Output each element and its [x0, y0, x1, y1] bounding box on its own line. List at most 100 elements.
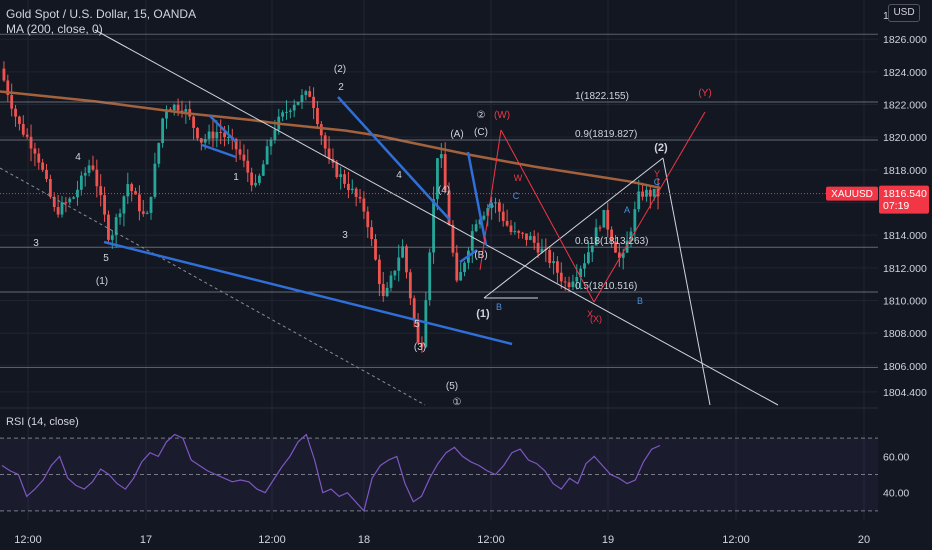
candle-body	[288, 110, 292, 112]
candle-body	[304, 91, 308, 96]
candle-body	[447, 190, 451, 225]
symbol-tag-text: XAUUSD	[831, 189, 873, 200]
wave-label-white-18: (1)	[476, 308, 490, 320]
candle-body	[138, 194, 141, 212]
chart-title: Gold Spot / U.S. Dollar, 15, OANDA	[6, 7, 197, 21]
price-tick-0: 1826.000	[883, 34, 927, 46]
candle-body	[207, 131, 211, 139]
candle-body	[79, 175, 83, 190]
candle-body	[56, 207, 60, 215]
candle-body	[261, 164, 265, 176]
candle-body	[76, 189, 79, 198]
candle-body	[250, 172, 254, 186]
candle-body	[45, 169, 48, 180]
candle-body	[374, 239, 377, 260]
wave-label-white-0: 3	[33, 238, 39, 249]
candle-body	[405, 246, 408, 273]
candle-body	[393, 270, 397, 276]
candle-body	[110, 235, 114, 240]
candle-body	[316, 108, 319, 125]
time-tick-2: 12:00	[258, 534, 286, 546]
candle-body	[219, 132, 223, 134]
candle-body	[64, 202, 68, 204]
candle-body	[165, 109, 168, 119]
wave-label-white-12: (5)	[446, 381, 458, 392]
time-tick-6: 12:00	[722, 534, 750, 546]
candle-body	[474, 224, 478, 232]
wave-label-blue-4: B	[637, 296, 643, 306]
wave-label-white-15: (A)	[450, 129, 463, 140]
candle-body	[354, 188, 358, 197]
candle-body	[602, 210, 606, 228]
last-price-value: 1816.540	[883, 188, 927, 200]
chart-grid	[0, 0, 878, 520]
trend-blue-c	[337, 96, 451, 221]
candle-body	[389, 275, 393, 288]
wave-label-red-3: (X)	[590, 314, 602, 324]
candles	[2, 61, 660, 353]
candle-body	[130, 184, 134, 192]
candle-body	[377, 259, 381, 285]
candle-body	[118, 213, 122, 218]
fibonacci-levels: 1(1822.155) 0.9(1819.827) 0.618(1813.263) 0…	[0, 33, 878, 368]
channel-dashed	[0, 167, 426, 406]
candle-body	[505, 220, 509, 226]
candle-body	[149, 196, 153, 213]
candle-body	[586, 252, 590, 264]
price-tick-3: 1820.000	[883, 132, 927, 144]
candle-body	[72, 197, 76, 199]
wave-label-blue-0: A	[488, 199, 494, 209]
candle-body	[645, 189, 648, 197]
red-wave-3	[593, 111, 706, 303]
candle-body	[362, 198, 366, 212]
candle-body	[335, 162, 339, 178]
candle-body	[501, 211, 505, 221]
wave-label-white-16: (C)	[474, 127, 488, 138]
candle-body	[319, 124, 323, 136]
candle-body	[610, 229, 614, 242]
wave-label-red-4: Y	[654, 169, 660, 179]
wave-label-white-5: (2)	[334, 64, 346, 75]
candle-body	[637, 191, 641, 210]
wave-label-white-17: (B)	[474, 250, 487, 261]
last-price-countdown: 07:19	[883, 200, 909, 212]
candle-body	[490, 203, 494, 209]
candle-body	[95, 169, 99, 187]
candle-body	[401, 246, 405, 258]
candle-body	[443, 154, 447, 191]
candle-body	[478, 219, 482, 225]
currency-button[interactable]: USD	[888, 4, 920, 22]
price-tick-6: 1814.000	[883, 230, 927, 242]
wave-label-white-8: 4	[396, 170, 402, 181]
candle-body	[397, 257, 401, 271]
wave-label-white-6: 2	[338, 82, 344, 93]
candle-body	[238, 149, 242, 155]
wave-label-white-11: (4)	[438, 185, 450, 196]
wave-label-white-13: ①	[453, 397, 462, 408]
candle-body	[548, 249, 552, 264]
candle-body	[451, 224, 455, 253]
candle-body	[343, 174, 346, 184]
candle-body	[203, 138, 207, 143]
trend-blue-b	[208, 114, 237, 143]
price-tick-7: 1812.000	[883, 263, 927, 275]
time-tick-3: 18	[358, 534, 370, 546]
candle-body	[552, 261, 555, 264]
red-wave-1	[479, 129, 502, 271]
symbol-tag	[826, 186, 878, 201]
candle-body	[18, 116, 21, 124]
ma-legend: MA (200, close, 0)	[6, 22, 103, 36]
candle-body	[300, 95, 304, 102]
candle-body	[358, 196, 362, 199]
candle-body	[68, 198, 72, 203]
candle-body	[521, 232, 524, 234]
candle-body	[254, 182, 257, 186]
candle-body	[347, 183, 350, 191]
candle-body	[103, 195, 106, 215]
candle-body	[153, 163, 157, 197]
candle-body	[6, 80, 10, 96]
candle-body	[540, 248, 544, 253]
wave-label-white-14: ②	[477, 110, 486, 121]
price-tick-9: 1808.000	[883, 328, 927, 340]
